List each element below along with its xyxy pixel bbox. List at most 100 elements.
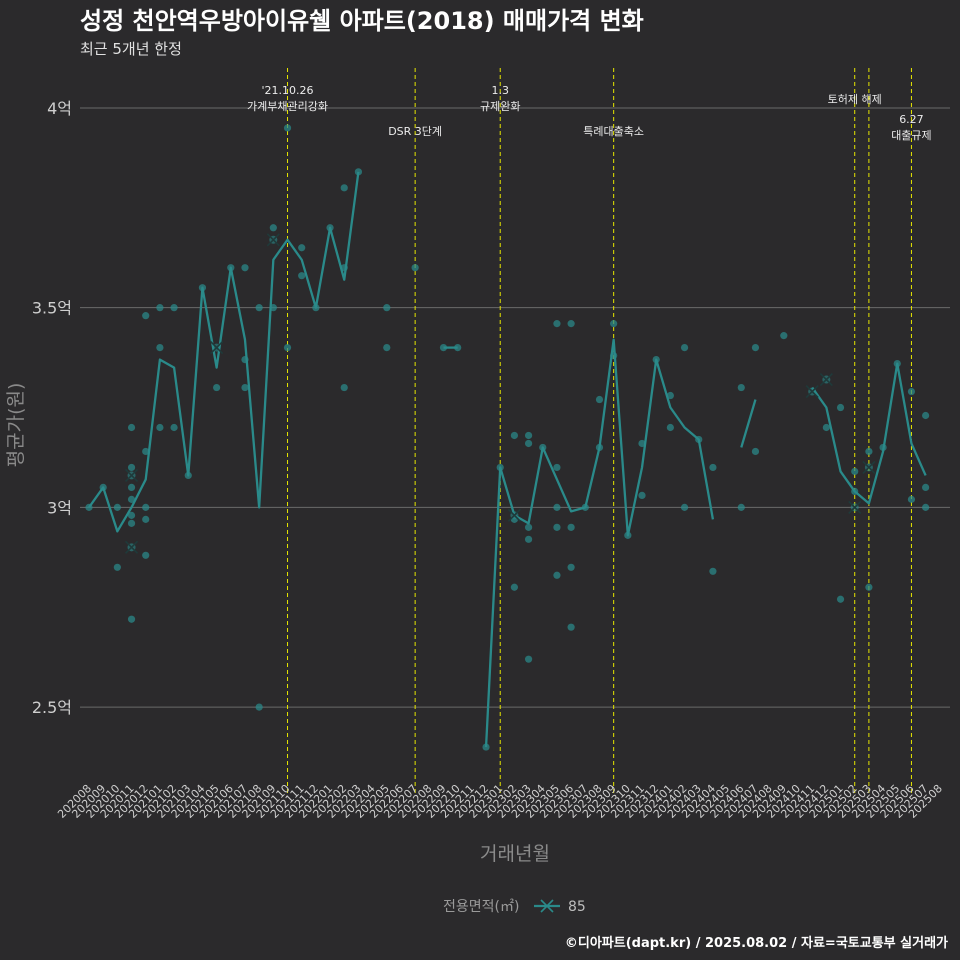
data-point bbox=[922, 503, 930, 511]
data-point bbox=[865, 447, 873, 456]
data-point bbox=[156, 423, 164, 432]
data-point bbox=[524, 655, 533, 663]
y-axis-ticks: 2.5억 3억 3.5억 4억 bbox=[32, 99, 72, 717]
data-point bbox=[113, 503, 121, 511]
data-point bbox=[666, 423, 674, 432]
data-point bbox=[383, 304, 391, 312]
data-point bbox=[340, 184, 348, 192]
data-point bbox=[127, 483, 136, 492]
legend-title: 전용면적(㎡) bbox=[443, 899, 519, 915]
data-point bbox=[553, 523, 561, 531]
data-point bbox=[524, 535, 533, 543]
data-point bbox=[269, 224, 277, 232]
data-point bbox=[142, 551, 150, 559]
cross-point bbox=[266, 233, 280, 247]
data-point bbox=[142, 312, 150, 320]
x-axis-ticks: 2020082020092020102020112020122021012021… bbox=[55, 782, 945, 821]
series-line bbox=[740, 399, 757, 448]
cross-point bbox=[210, 341, 224, 355]
data-point bbox=[780, 332, 788, 340]
data-point bbox=[340, 383, 348, 392]
data-point bbox=[283, 344, 292, 352]
data-point bbox=[737, 383, 745, 392]
series-line bbox=[88, 171, 360, 533]
data-point bbox=[142, 503, 150, 511]
data-point bbox=[510, 431, 518, 440]
x-axis-title: 거래년월 bbox=[480, 843, 550, 865]
data-point bbox=[865, 583, 873, 591]
legend: 전용면적(㎡) 85 bbox=[443, 899, 586, 915]
data-point bbox=[666, 391, 674, 400]
data-point bbox=[680, 344, 689, 352]
data-point bbox=[298, 244, 306, 252]
event-label: '21.10.26 bbox=[262, 84, 314, 97]
event-label: DSR 3단계 bbox=[388, 125, 442, 138]
cross-point bbox=[805, 384, 819, 399]
data-point bbox=[156, 304, 164, 312]
event-label: 대출규제 bbox=[891, 129, 931, 142]
data-point bbox=[170, 423, 178, 432]
cross-point bbox=[848, 500, 862, 514]
legend-entry-85: 85 bbox=[568, 899, 586, 915]
grid-lines bbox=[80, 107, 950, 708]
data-point bbox=[595, 395, 604, 404]
data-point bbox=[510, 583, 518, 591]
data-point bbox=[213, 383, 221, 392]
data-point bbox=[524, 431, 533, 440]
cross-point bbox=[124, 540, 139, 554]
chart-caption: ©디아파트(dapt.kr) / 2025.08.02 / 자료=국토교통부 실… bbox=[565, 935, 948, 951]
data-point bbox=[567, 563, 575, 571]
data-point bbox=[922, 411, 930, 420]
data-point bbox=[241, 264, 249, 272]
data-point bbox=[524, 439, 533, 448]
event-label: 가계부채관리강화 bbox=[247, 100, 328, 113]
chart-subtitle: 최근 5개년 한정 bbox=[80, 40, 182, 58]
data-point bbox=[709, 463, 717, 472]
data-point bbox=[255, 304, 263, 312]
series-line bbox=[484, 338, 715, 748]
chart-title: 성정 천안역우방아이유쉘 아파트(2018) 매매가격 변화 bbox=[80, 7, 644, 35]
event-label: 특례대출축소 bbox=[583, 125, 644, 138]
legend-key-85 bbox=[534, 899, 560, 913]
data-point bbox=[553, 503, 561, 511]
series-line bbox=[811, 362, 927, 505]
data-point bbox=[127, 495, 136, 503]
data-point bbox=[298, 272, 306, 280]
data-point bbox=[610, 320, 618, 328]
data-point bbox=[411, 264, 419, 272]
data-point bbox=[113, 563, 121, 571]
data-point bbox=[170, 304, 178, 312]
data-point bbox=[922, 483, 930, 492]
data-point bbox=[638, 491, 646, 499]
event-label: 토허제 해제 bbox=[828, 92, 882, 106]
data-point bbox=[127, 615, 136, 623]
data-point bbox=[142, 447, 150, 456]
data-point bbox=[907, 495, 916, 503]
event-label: 1.3 bbox=[491, 84, 509, 97]
data-point bbox=[567, 320, 575, 328]
cross-point bbox=[124, 468, 139, 482]
data-point bbox=[553, 463, 561, 472]
data-point bbox=[127, 519, 136, 527]
data-point bbox=[255, 703, 263, 711]
data-point bbox=[142, 515, 150, 523]
data-point bbox=[822, 423, 830, 432]
data-point bbox=[680, 503, 689, 511]
data-point bbox=[751, 344, 760, 352]
data-point bbox=[283, 124, 292, 132]
series-85 bbox=[85, 124, 930, 751]
data-point bbox=[567, 523, 575, 531]
data-point bbox=[836, 403, 845, 412]
data-point bbox=[156, 344, 164, 352]
data-point bbox=[553, 320, 561, 328]
data-point bbox=[709, 567, 717, 575]
data-point bbox=[383, 344, 391, 352]
y-axis-title: 평균가(원) bbox=[5, 383, 27, 468]
data-point bbox=[907, 387, 916, 396]
data-point bbox=[737, 503, 745, 511]
data-point bbox=[553, 571, 561, 579]
data-point bbox=[836, 595, 845, 603]
